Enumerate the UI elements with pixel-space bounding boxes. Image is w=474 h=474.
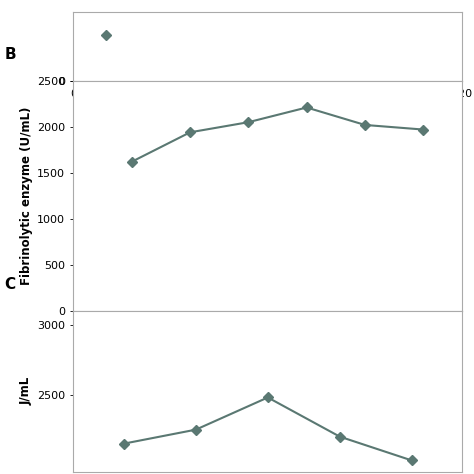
X-axis label: Temperature (°C): Temperature (°C) [211,333,325,346]
Text: C: C [5,277,16,292]
Y-axis label: Fibrinolytic enzyme (U/mL): Fibrinolytic enzyme (U/mL) [20,107,33,285]
Y-axis label: J/mL: J/mL [20,377,33,405]
X-axis label: Fermentation (h): Fermentation (h) [211,103,324,116]
Text: B: B [5,47,17,62]
